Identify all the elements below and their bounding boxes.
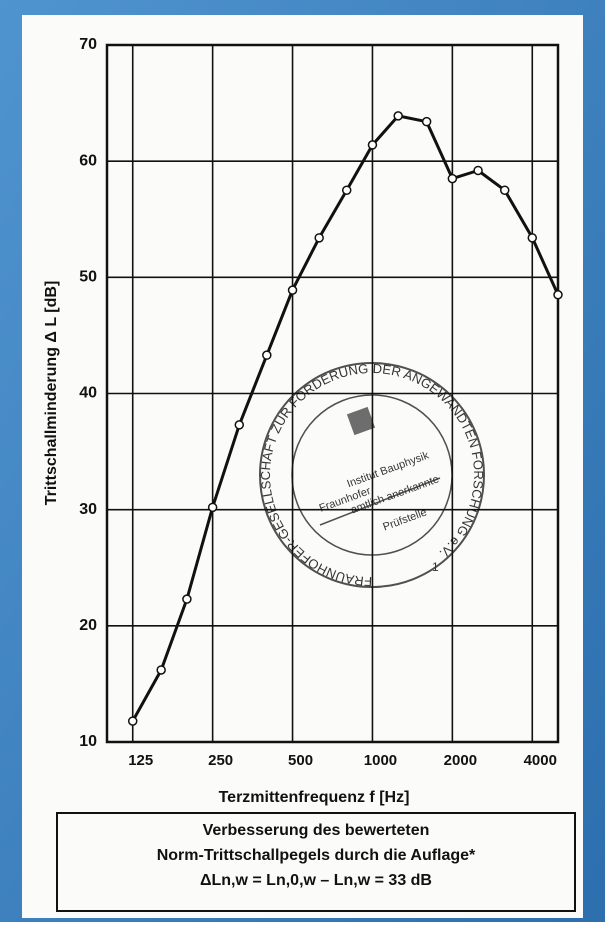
plot-frame — [105, 43, 560, 744]
y-tick-label: 30 — [79, 501, 97, 518]
data-point — [341, 185, 352, 195]
data-point — [553, 290, 563, 300]
data-point — [182, 594, 192, 604]
note-formula: ΔLn,w = Ln,0,w – Ln,w = 33 dB — [200, 872, 432, 889]
x-tick-label: 1000 — [364, 752, 397, 769]
x-tick-label: 4000 — [524, 752, 557, 769]
data-point — [367, 140, 378, 150]
data-point — [499, 185, 510, 195]
stamp-number: 1 — [432, 560, 439, 574]
data-point — [393, 111, 403, 121]
data-point — [314, 233, 324, 243]
y-tick-label: 70 — [79, 36, 97, 53]
y-tick-label: 20 — [79, 617, 97, 634]
y-tick-label: 50 — [79, 269, 97, 286]
x-tick-label: 250 — [208, 752, 233, 769]
x-tick-label: 125 — [128, 752, 153, 769]
data-point — [447, 173, 458, 184]
note-line: Verbesserung des bewerteten — [203, 822, 430, 839]
y-tick-label: 10 — [79, 733, 97, 750]
data-point — [127, 716, 138, 726]
x-tick-label: 500 — [288, 752, 313, 769]
data-point — [421, 116, 432, 127]
paper — [22, 15, 583, 918]
data-point — [527, 233, 538, 243]
y-axis-label: Trittschallminderung Δ L [dB] — [43, 281, 60, 506]
stamp-logo — [346, 406, 376, 436]
note-box — [56, 812, 576, 912]
data-point — [234, 420, 245, 430]
data-point — [207, 502, 218, 513]
note-line: Norm-Trittschallpegels durch die Auflage… — [157, 847, 476, 864]
stamp-line — [319, 477, 441, 526]
y-tick-label: 60 — [79, 152, 97, 169]
data-point — [262, 350, 272, 360]
data-point — [287, 285, 298, 295]
data-point — [156, 665, 166, 675]
x-axis-label: Terzmittenfrequenz f [Hz] — [219, 789, 410, 806]
x-tick-label: 2000 — [444, 752, 477, 769]
y-tick-label: 40 — [79, 385, 97, 402]
data-point — [473, 165, 483, 176]
